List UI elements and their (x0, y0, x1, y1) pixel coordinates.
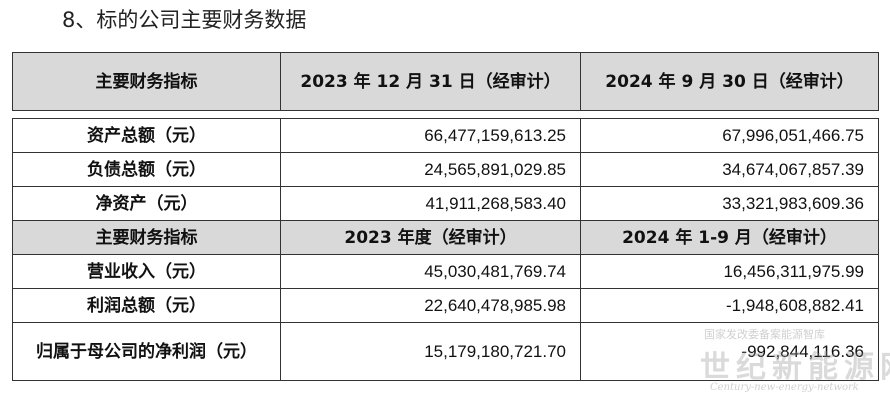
header-2023-12-31: 2023 年 12 月 31 日（经审计） (280, 52, 581, 111)
row-label-total-profit: 利润总额（元） (12, 288, 281, 323)
table-gap (12, 110, 879, 119)
subheader-2023-annual: 2023 年度（经审计） (280, 220, 581, 255)
watermark-sub-text: Century-new-energy-network (710, 382, 859, 393)
section-heading: 8、标的公司主要财务数据 (62, 8, 307, 32)
table-row: 归属于母公司的净利润（元） 15,179,180,721.70 -992,844… (12, 322, 879, 381)
value-cell: 41,911,268,583.40 (280, 186, 581, 221)
value-cell: 16,456,311,975.99 (580, 254, 879, 289)
table-row: 净资产（元） 41,911,268,583.40 33,321,983,609.… (12, 186, 879, 221)
table-row: 负债总额（元） 24,565,891,029.85 34,674,067,857… (12, 152, 879, 187)
financial-data-table: 主要财务指标 2023 年 12 月 31 日（经审计） 2024 年 9 月 … (12, 52, 879, 381)
value-cell: 24,565,891,029.85 (280, 152, 581, 187)
subheader-indicator: 主要财务指标 (12, 220, 281, 255)
row-label-revenue: 营业收入（元） (12, 254, 281, 289)
value-cell: 66,477,159,613.25 (280, 118, 581, 153)
table-row: 利润总额（元） 22,640,478,985.98 -1,948,608,882… (12, 288, 879, 323)
value-cell: 22,640,478,985.98 (280, 288, 581, 323)
value-cell: 15,179,180,721.70 (280, 322, 581, 381)
value-cell: 33,321,983,609.36 (580, 186, 879, 221)
table-row: 营业收入（元） 45,030,481,769.74 16,456,311,975… (12, 254, 879, 289)
value-cell: -992,844,116.36 (580, 322, 879, 381)
subheader-2024-jan-sep: 2024 年 1-9 月（经审计） (580, 220, 879, 255)
row-label-total-assets: 资产总额（元） (12, 118, 281, 153)
header-2024-09-30: 2024 年 9 月 30 日（经审计） (580, 52, 879, 111)
table-subheader-row: 主要财务指标 2023 年度（经审计） 2024 年 1-9 月（经审计） (12, 220, 879, 255)
row-label-net-profit-parent: 归属于母公司的净利润（元） (12, 322, 281, 381)
value-cell: 34,674,067,857.39 (580, 152, 879, 187)
table-header-row: 主要财务指标 2023 年 12 月 31 日（经审计） 2024 年 9 月 … (12, 52, 879, 111)
value-cell: 45,030,481,769.74 (280, 254, 581, 289)
row-label-net-assets: 净资产（元） (12, 186, 281, 221)
value-cell: -1,948,608,882.41 (580, 288, 879, 323)
value-cell: 67,996,051,466.75 (580, 118, 879, 153)
header-indicator: 主要财务指标 (12, 52, 281, 111)
row-label-total-liabilities: 负债总额（元） (12, 152, 281, 187)
table-row: 资产总额（元） 66,477,159,613.25 67,996,051,466… (12, 118, 879, 153)
